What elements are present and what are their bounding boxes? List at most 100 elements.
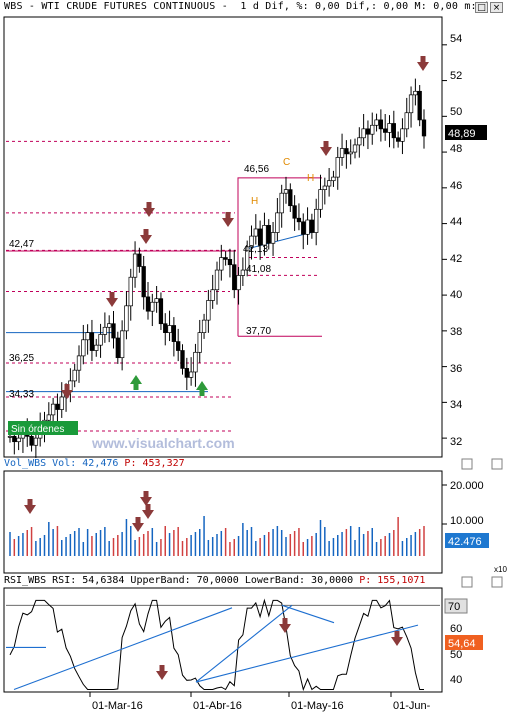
price-tick-label: 52 bbox=[450, 70, 462, 82]
candle-body bbox=[141, 266, 146, 298]
rsi-signal-icon bbox=[279, 618, 291, 633]
rsi-panel[interactable] bbox=[3, 587, 443, 693]
candle-body bbox=[124, 305, 129, 332]
volume-signal-icon bbox=[24, 499, 36, 514]
volume-header-value: 42,476 bbox=[82, 458, 119, 469]
candle-body bbox=[421, 119, 427, 137]
volume-header-label: Vol_WBS Vol: bbox=[4, 458, 83, 469]
candle-body bbox=[7, 435, 13, 438]
buy-signal-icon bbox=[130, 375, 142, 390]
candle-body bbox=[288, 189, 293, 207]
rsi-signal-icon bbox=[156, 665, 168, 680]
rsi-trend-line bbox=[195, 604, 293, 683]
candle-body bbox=[326, 180, 332, 187]
rsi-last-box bbox=[445, 635, 483, 650]
candle-body bbox=[275, 212, 280, 233]
price-panel[interactable] bbox=[3, 16, 443, 458]
price-tick-label: 38 bbox=[450, 326, 462, 338]
price-tick-label: 46 bbox=[450, 180, 462, 192]
volume-panel[interactable] bbox=[3, 470, 443, 574]
candle-body bbox=[227, 258, 233, 266]
price-tick-label: 32 bbox=[450, 436, 462, 448]
close-button[interactable]: × bbox=[490, 2, 503, 13]
candle-body bbox=[150, 301, 155, 312]
rsi-trend-line bbox=[13, 607, 233, 691]
panel-close-icon[interactable] bbox=[491, 576, 503, 588]
rsi-signal-icon bbox=[391, 631, 403, 646]
rsi-header-p-value: 155,1071 bbox=[377, 575, 426, 586]
candle-body bbox=[335, 157, 340, 178]
candle-body bbox=[331, 176, 336, 182]
candle-body bbox=[232, 264, 237, 291]
candle-body bbox=[107, 323, 112, 328]
candle-body bbox=[94, 344, 99, 351]
candle-body bbox=[210, 289, 215, 301]
candle-body bbox=[98, 334, 103, 346]
candle-body bbox=[223, 257, 228, 260]
pattern-letter: H bbox=[307, 173, 314, 184]
candle-body bbox=[348, 151, 353, 155]
volume-signal-icon bbox=[132, 517, 144, 532]
candle-body bbox=[318, 189, 323, 210]
volume-last-box bbox=[445, 533, 489, 548]
volume-header-p-label: P: bbox=[118, 458, 143, 469]
x-axis-label: 01-Jun- bbox=[393, 700, 431, 712]
no-orders-badge[interactable] bbox=[8, 421, 78, 435]
x-axis-label: 01-May-16 bbox=[291, 700, 344, 712]
no-orders-label: Sin órdenes bbox=[11, 424, 64, 435]
candle-body bbox=[266, 225, 271, 244]
candle-body bbox=[46, 414, 51, 421]
candle-body bbox=[309, 219, 315, 233]
volume-tick-label: 20.000 bbox=[450, 480, 484, 492]
panel-close-icon[interactable] bbox=[491, 458, 503, 470]
rsi-tick-label: 60 bbox=[450, 623, 462, 635]
candle-body bbox=[29, 435, 34, 446]
candle-body bbox=[167, 325, 172, 333]
candle-body bbox=[128, 276, 133, 307]
candle-body bbox=[163, 323, 168, 333]
rsi-header-p-label: P: bbox=[359, 575, 378, 586]
volume-tick-label: 10.000 bbox=[450, 515, 484, 527]
sell-signal-icon bbox=[106, 292, 118, 307]
candle-body bbox=[240, 269, 246, 276]
volume-header-p-value: 453,327 bbox=[142, 458, 185, 469]
buy-signal-icon bbox=[196, 381, 208, 396]
candle-body bbox=[132, 253, 138, 278]
rsi-tick-label: 40 bbox=[450, 674, 462, 686]
last-price-box bbox=[445, 125, 487, 140]
candle-body bbox=[59, 396, 64, 410]
candle-body bbox=[201, 319, 207, 333]
volume-header: Vol_WBS Vol: 42,476 P: 453,327 bbox=[4, 458, 185, 469]
candle-body bbox=[391, 123, 396, 139]
candle-body bbox=[322, 185, 327, 190]
rsi-tick-label: 50 bbox=[450, 649, 462, 661]
candle-body bbox=[137, 253, 142, 267]
price-tick-label: 36 bbox=[450, 363, 462, 375]
candle-body bbox=[81, 339, 86, 357]
candle-body bbox=[197, 332, 202, 353]
candle-body bbox=[395, 137, 401, 142]
panel-toggle-icon[interactable] bbox=[461, 458, 473, 470]
last-price-label: 48,89 bbox=[448, 128, 476, 140]
candle-body bbox=[219, 257, 224, 271]
candle-body bbox=[184, 368, 189, 378]
candle-body bbox=[115, 337, 120, 359]
price-tick-label: 34 bbox=[450, 399, 462, 411]
candle-body bbox=[214, 269, 220, 291]
rsi-upper-band-label: 70 bbox=[448, 601, 460, 613]
maximize-button[interactable]: □ bbox=[475, 2, 488, 13]
candle-body bbox=[374, 119, 379, 126]
candle-body bbox=[365, 128, 371, 135]
candle-body bbox=[119, 330, 125, 359]
candle-body bbox=[33, 437, 39, 446]
candle-body bbox=[370, 124, 375, 135]
panel-toggle-icon[interactable] bbox=[461, 576, 473, 588]
candle-body bbox=[279, 192, 284, 214]
candle-body bbox=[188, 371, 194, 378]
price-tick-label: 54 bbox=[450, 33, 462, 45]
candle-body bbox=[305, 219, 310, 235]
level-label: 36,25 bbox=[9, 353, 34, 364]
candle-body bbox=[283, 189, 289, 194]
level-label: 42,47 bbox=[9, 239, 34, 250]
